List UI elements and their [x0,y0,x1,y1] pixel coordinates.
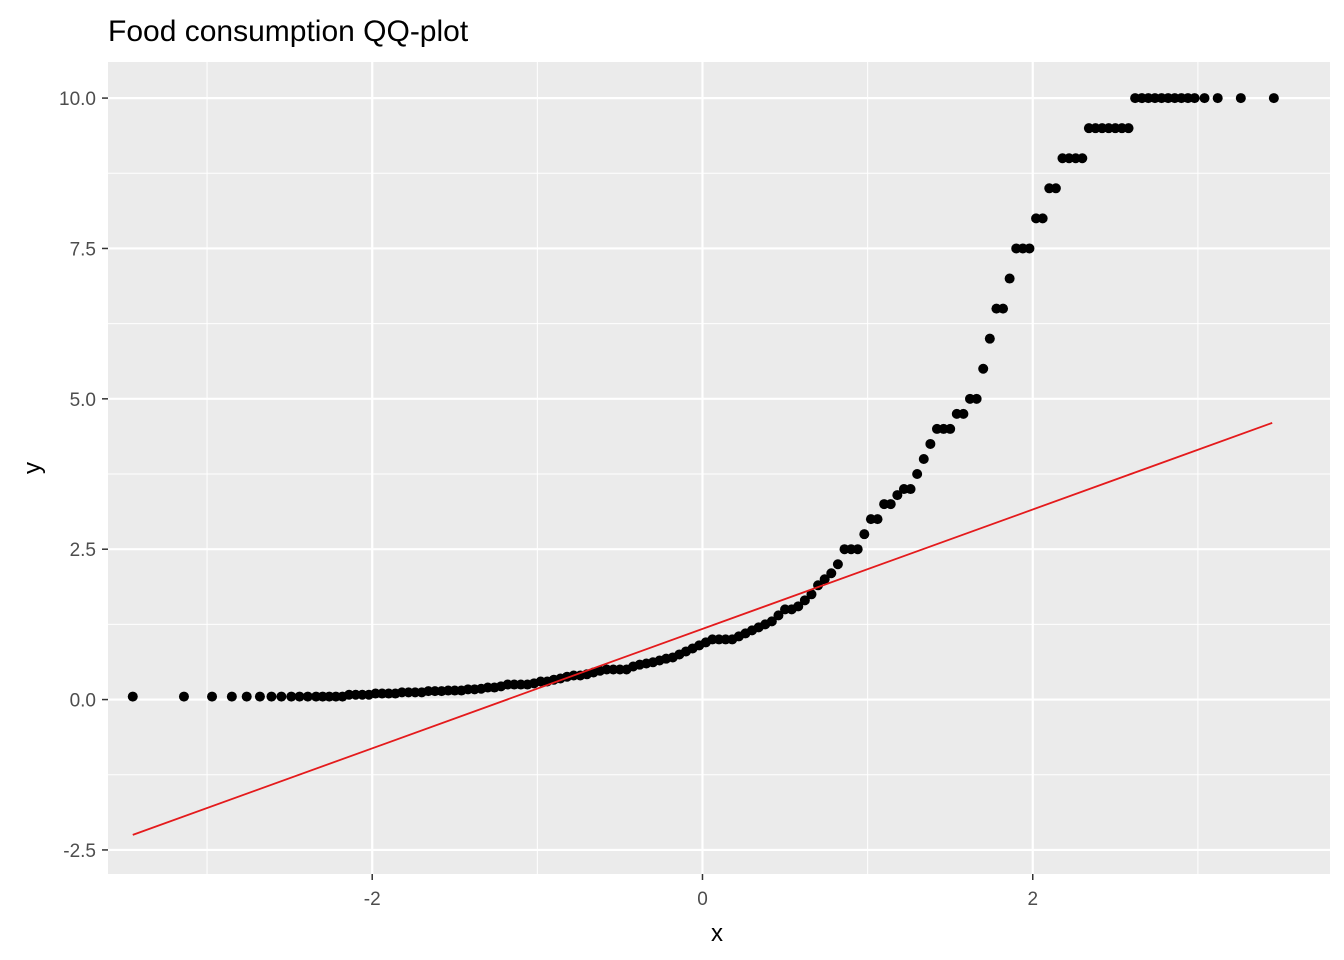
qq-point [872,514,883,525]
plot-panel [108,62,1330,874]
x-axis-ticks: -2 0 2 [364,874,1038,910]
y-tick-label: 5.0 [70,390,96,411]
qq-point [178,691,189,702]
qq-point [832,559,843,570]
qq-point [799,595,810,606]
qq-point [945,423,956,434]
qq-point [266,691,277,702]
qq-point [1004,273,1015,284]
qq-point [1123,123,1134,134]
qq-points [127,93,1279,702]
qq-point [294,691,305,702]
x-tick-label: -2 [364,889,381,910]
y-tick-label: 2.5 [70,540,96,561]
qq-point [859,529,870,540]
qq-point [852,544,863,555]
qq-point [1212,93,1223,104]
reference-line [132,422,1273,836]
qq-point [766,616,777,627]
qq-point [241,691,252,702]
y-tick-label: 10.0 [59,89,96,110]
qq-point [207,691,218,702]
qq-point [773,610,784,621]
qq-point [127,691,138,702]
qq-point [1024,243,1035,254]
qq-point [1268,93,1279,104]
qq-point [925,438,936,449]
qq-point [905,484,916,495]
qq-point [1199,93,1210,104]
qq-point [971,393,982,404]
qq-point [984,333,995,344]
qq-point [793,601,804,612]
qq-point [1050,183,1061,194]
y-tick-label: 7.5 [70,239,96,260]
qq-point [826,568,837,579]
qq-point [302,691,313,702]
x-axis-title: x [711,920,723,947]
qq-point [1037,213,1048,224]
y-tick-label: 0.0 [70,691,96,712]
chart-title: Food consumption QQ-plot [108,15,469,48]
major-gridlines [108,62,1330,874]
y-tick-label: -2.5 [63,841,96,862]
qq-point [998,303,1009,314]
qq-point [226,691,237,702]
qq-point [254,691,265,702]
qq-point [885,499,896,510]
qq-point [892,490,903,501]
qq-point [276,691,287,702]
qq-point [1235,93,1246,104]
x-tick-label: 0 [697,889,708,910]
qq-point [819,574,830,585]
qq-point [958,408,969,419]
qq-point [1189,93,1200,104]
qq-point [286,691,297,702]
qq-point [806,589,817,600]
x-tick-label: 2 [1027,889,1038,910]
qq-point [978,363,989,374]
qq-point [918,453,929,464]
y-axis-ticks: -2.5 0.0 2.5 5.0 7.5 10.0 [59,89,108,862]
qq-point [912,469,923,480]
y-axis-title: y [19,462,46,474]
qq-point [1077,153,1088,164]
minor-gridlines [108,62,1330,874]
